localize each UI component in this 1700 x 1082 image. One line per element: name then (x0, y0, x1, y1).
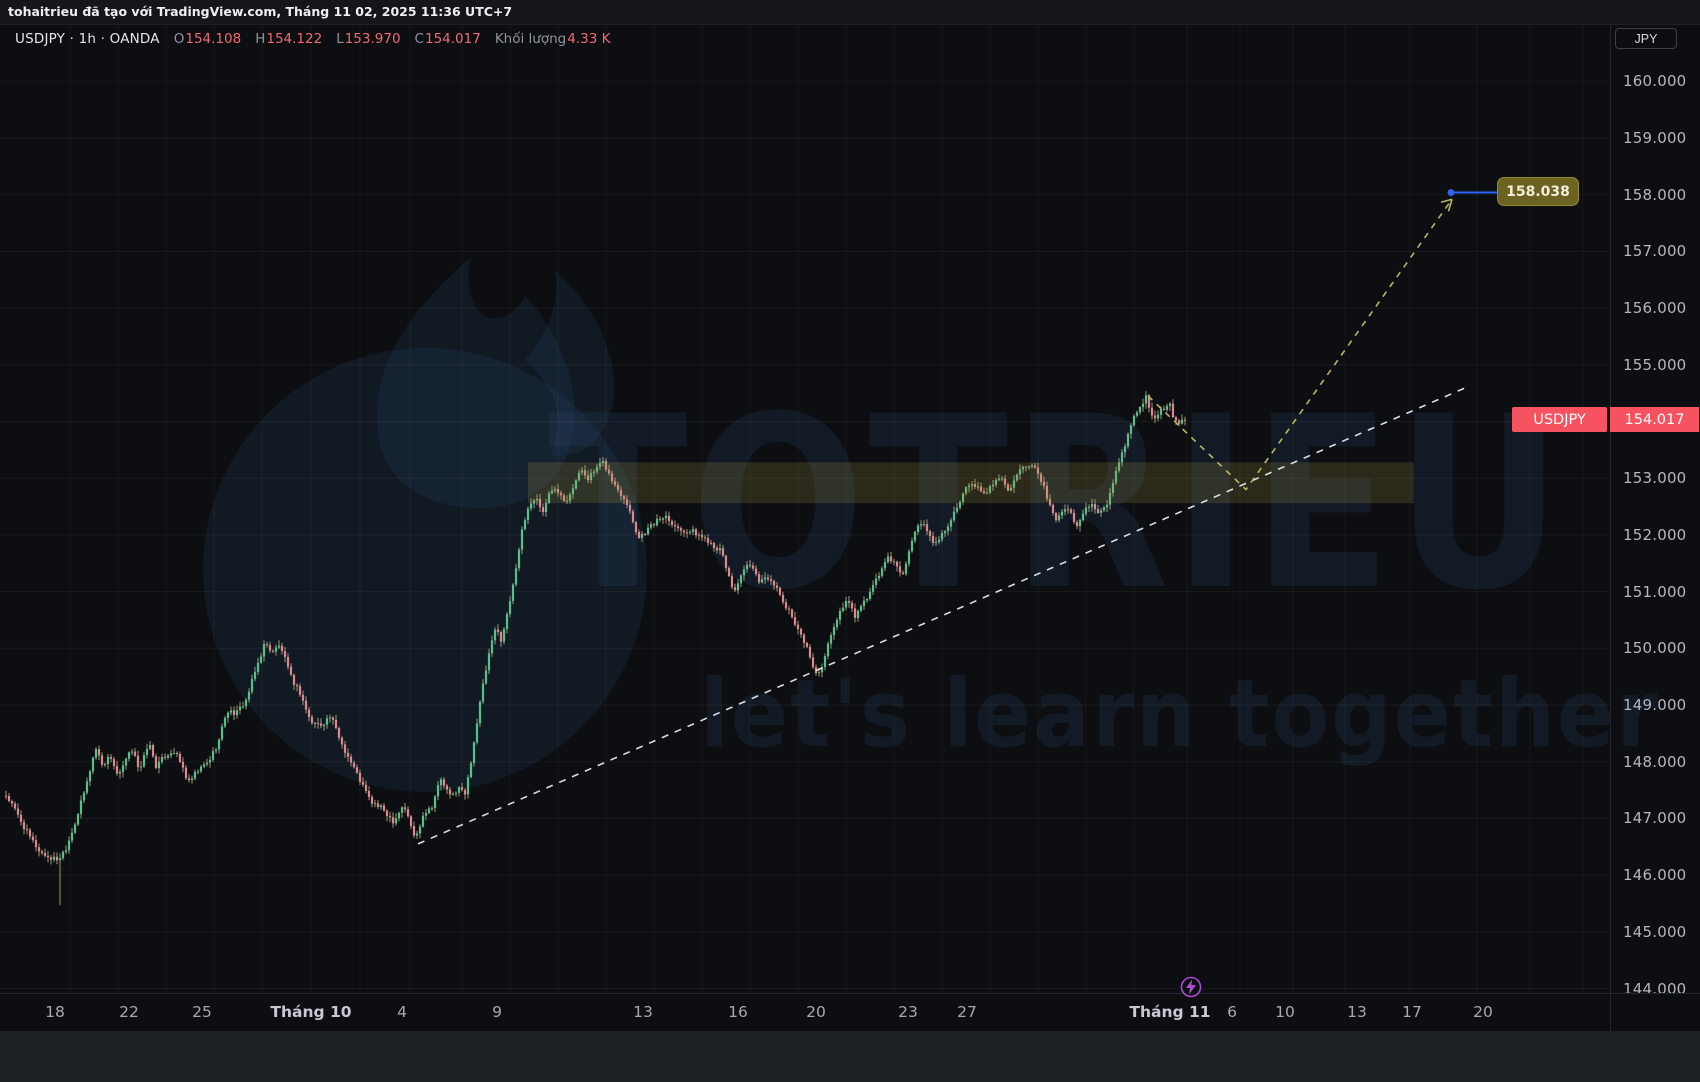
volume-value: Khối lượng4.33 K (494, 31, 611, 47)
attribution-text: tohaitrieu đã tạo với TradingView.com, T… (8, 4, 513, 19)
price-tick-label: 158.000 (1623, 185, 1687, 204)
open-value: O154.108 (173, 31, 242, 47)
watermark-title: TOTRIEU (548, 366, 1566, 643)
symbol-ohlc-bar[interactable]: USDJPY · 1h · OANDA O154.108 H154.122 L1… (15, 31, 610, 47)
price-tick-label: 157.000 (1623, 242, 1687, 261)
low-value: L153.970 (336, 31, 401, 47)
time-tick-label: 16 (728, 1003, 748, 1021)
currency-toggle-button[interactable]: JPY (1615, 28, 1677, 49)
time-tick-label: 17 (1402, 1003, 1422, 1021)
price-tick-label: 160.000 (1623, 72, 1687, 91)
time-axis[interactable]: 18 22 25 Tháng 10 4 9 13 16 20 23 27 Tháng 11 6 10 13 1… (0, 993, 1700, 1032)
time-tick-label: 25 (192, 1003, 212, 1021)
time-tick-label: 10 (1275, 1003, 1295, 1021)
attribution-bar: tohaitrieu đã tạo với TradingView.com, T… (0, 0, 1700, 25)
price-tick-label: 145.000 (1623, 922, 1687, 941)
high-value: H154.122 (255, 31, 323, 47)
close-value: C154.017 (414, 31, 481, 47)
time-tick-label: 20 (806, 1003, 826, 1021)
time-tick-label: 20 (1473, 1003, 1493, 1021)
time-tick-label: 23 (898, 1003, 918, 1021)
price-tick-label: 156.000 (1623, 299, 1687, 318)
last-price-symbol: USDJPY (1512, 407, 1607, 432)
price-tick-label: 155.000 (1623, 355, 1687, 374)
price-tick-label: 153.000 (1623, 469, 1687, 488)
price-tick-label: 146.000 (1623, 866, 1687, 885)
price-tick-label: 151.000 (1623, 582, 1687, 601)
time-tick-label: 27 (957, 1003, 977, 1021)
price-tick-label: 148.000 (1623, 752, 1687, 771)
totrieu-flame-logo (203, 258, 647, 792)
time-tick-label: Tháng 11 (1129, 1003, 1211, 1021)
price-tick-label: 147.000 (1623, 809, 1687, 828)
watermark-subtitle: let's learn together (700, 660, 1660, 769)
time-tick-label: 13 (1347, 1003, 1367, 1021)
price-tick-label: 150.000 (1623, 639, 1687, 658)
time-tick-label: 4 (397, 1003, 407, 1021)
time-tick-label: 22 (119, 1003, 139, 1021)
lightning-icon[interactable] (1178, 974, 1204, 1000)
last-price-tag: USDJPY 154.017 (1512, 407, 1699, 432)
time-tick-label: 18 (45, 1003, 65, 1021)
price-axis[interactable]: JPY 160.000 159.000 158.000 157.000 156.000 1… (1610, 24, 1700, 1031)
symbol-title[interactable]: USDJPY · 1h · OANDA (15, 31, 160, 47)
last-price-value: 154.017 (1610, 407, 1699, 432)
time-tick-label: 13 (633, 1003, 653, 1021)
footer-bar: TradingView (0, 1031, 1700, 1082)
price-tick-label: 152.000 (1623, 525, 1687, 544)
time-tick-label: Tháng 10 (270, 1003, 352, 1021)
target-price-label[interactable]: 158.038 (1497, 177, 1579, 206)
time-tick-label: 9 (492, 1003, 502, 1021)
time-tick-label: 6 (1227, 1003, 1237, 1021)
price-tick-label: 159.000 (1623, 129, 1687, 147)
price-tick-label: 149.000 (1623, 696, 1687, 714)
